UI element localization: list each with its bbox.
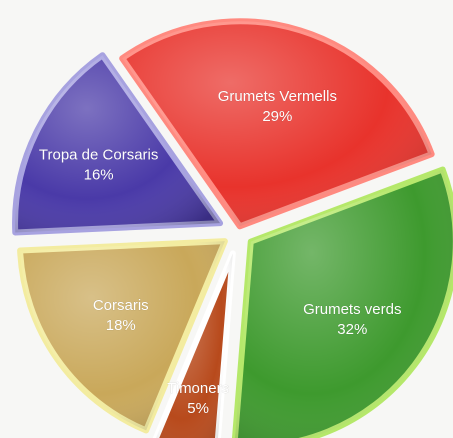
slice-label-corsaris: Corsaris [93, 297, 149, 314]
pie-slice-shading-timoners [155, 253, 233, 438]
slice-percent-grumets-verds: 32% [337, 321, 367, 338]
slice-label-grumets-vermells: Grumets Vermells [218, 88, 337, 105]
pie-labels: Grumets Vermells 29% Grumets verds 32% Timon… [39, 88, 402, 418]
pie-slices [12, 18, 453, 438]
slice-percent-corsaris: 18% [106, 317, 136, 334]
slice-label-tropa-de-corsaris: Tropa de Corsaris [39, 146, 159, 163]
slice-percent-grumets-vermells: 29% [262, 108, 292, 125]
pie-slice-shading-grumets-vermells [122, 21, 432, 227]
slice-percent-tropa-de-corsaris: 16% [84, 166, 114, 183]
pie-slice-shading-tropa-de-corsaris [15, 55, 221, 233]
slice-label-grumets-verds: Grumets verds [303, 301, 401, 318]
pie-slice-shading-corsaris [20, 241, 225, 431]
pie-slice-shading-grumets-verds [234, 169, 453, 438]
slice-percent-timoners: 5% [187, 400, 209, 417]
slice-label-timoners: Timoners [167, 380, 229, 397]
